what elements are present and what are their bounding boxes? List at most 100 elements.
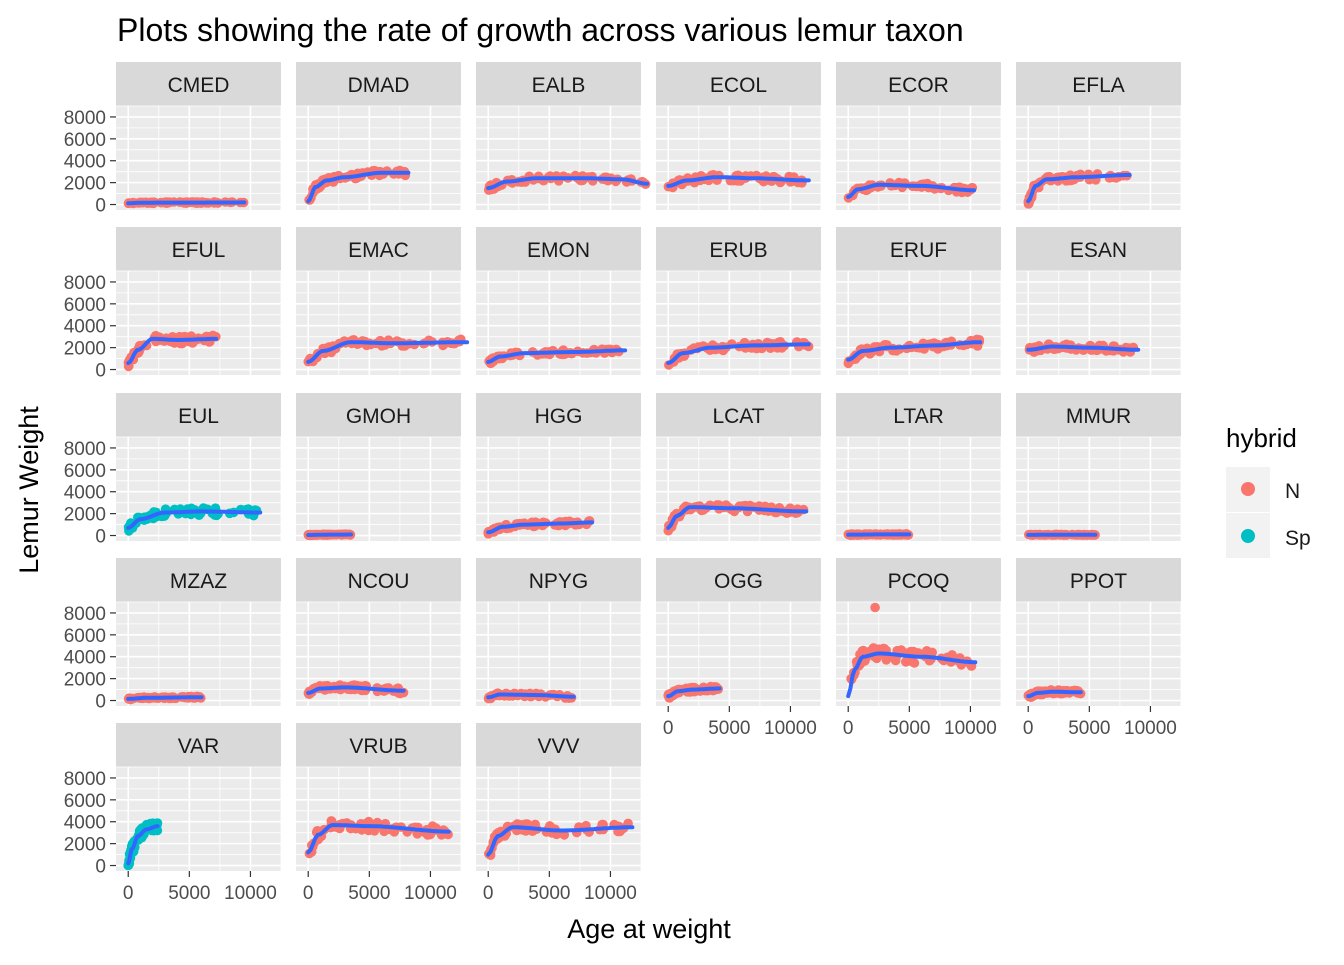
facet-erub: ERUB xyxy=(656,227,821,375)
facet-panel-bg xyxy=(116,767,281,871)
x-tick-label: 5000 xyxy=(1068,718,1110,739)
facet-strip-label: ERUF xyxy=(890,239,947,262)
y-tick-label: 8000 xyxy=(64,769,106,790)
y-tick-label: 8000 xyxy=(64,108,106,129)
x-tick-label: 0 xyxy=(303,883,314,904)
x-tick-label: 10000 xyxy=(224,883,277,904)
facet-vrub: VRUB 0 5000 10000 xyxy=(296,723,461,904)
y-tick-label: 2000 xyxy=(64,174,106,195)
facet-strip-label: EFLA xyxy=(1072,74,1125,97)
facet-panel-bg xyxy=(296,437,461,541)
facet-emac: EMAC xyxy=(296,227,467,375)
facet-panel-bg xyxy=(1016,437,1181,541)
y-tick-label: 8000 xyxy=(64,439,106,460)
facet-panel-bg xyxy=(476,106,641,210)
legend-label-n: N xyxy=(1285,480,1300,503)
facet-strip-label: PPOT xyxy=(1070,570,1127,593)
facet-emon: EMON xyxy=(476,227,641,375)
facet-strip-label: NCOU xyxy=(348,570,410,593)
facet-strip-label: ECOR xyxy=(888,74,949,97)
facet-ecol: ECOL xyxy=(656,62,821,210)
facet-strip-label: LCAT xyxy=(712,405,764,428)
x-tick-label: 5000 xyxy=(168,883,210,904)
legend-label-sp: Sp xyxy=(1285,527,1311,550)
data-point xyxy=(859,646,869,656)
facet-ealb: EALB xyxy=(476,62,650,210)
y-tick-label: 0 xyxy=(95,361,106,382)
chart-title: Plots showing the rate of growth across … xyxy=(117,12,964,48)
facet-panel-bg xyxy=(116,271,281,375)
facet-ncou: NCOU xyxy=(296,558,461,706)
facet-ltar: LTAR xyxy=(836,393,1001,541)
y-tick-label: 4000 xyxy=(64,648,106,669)
y-tick-label: 0 xyxy=(95,527,106,548)
y-tick-label: 6000 xyxy=(64,791,106,812)
y-tick-label: 2000 xyxy=(64,835,106,856)
x-tick-label: 0 xyxy=(663,718,674,739)
x-tick-label: 10000 xyxy=(404,883,457,904)
y-tick-label: 6000 xyxy=(64,130,106,151)
smooth-line xyxy=(128,697,201,699)
facet-strip-label: NPYG xyxy=(529,570,589,593)
y-tick-label: 4000 xyxy=(64,152,106,173)
x-tick-label: 5000 xyxy=(708,718,750,739)
facet-strip-label: DMAD xyxy=(348,74,410,97)
x-axis-label: Age at weight xyxy=(567,914,731,944)
facet-eruf: ERUF xyxy=(836,227,1001,375)
facet-gmoh: GMOH xyxy=(296,393,461,541)
facet-strip-label: EUL xyxy=(178,405,219,428)
facet-dmad: DMAD xyxy=(296,62,461,210)
x-tick-label: 5000 xyxy=(888,718,930,739)
facet-panel-bg xyxy=(656,106,821,210)
y-axis-label: Lemur Weight xyxy=(14,406,44,574)
y-tick-label: 0 xyxy=(95,692,106,713)
facet-strip-label: LTAR xyxy=(893,405,944,428)
facet-strip-label: ERUB xyxy=(709,239,767,262)
y-tick-label: 0 xyxy=(95,196,106,217)
x-tick-label: 0 xyxy=(1023,718,1034,739)
facet-panel-bg xyxy=(116,602,281,706)
facet-strip-label: EALB xyxy=(532,74,586,97)
legend-title: hybrid xyxy=(1226,423,1297,453)
x-tick-label: 10000 xyxy=(1124,718,1177,739)
facet-strip-label: ESAN xyxy=(1070,239,1127,262)
facet-strip-label: ECOL xyxy=(710,74,767,97)
facet-panel-bg xyxy=(116,106,281,210)
y-tick-label: 0 xyxy=(95,857,106,878)
facet-strip-label: GMOH xyxy=(346,405,411,428)
facet-mmur: MMUR xyxy=(1016,393,1181,541)
legend-key-n xyxy=(1241,482,1255,496)
facet-strip-label: OGG xyxy=(714,570,763,593)
y-tick-label: 4000 xyxy=(64,813,106,834)
x-tick-label: 5000 xyxy=(348,883,390,904)
x-tick-label: 0 xyxy=(483,883,494,904)
facet-strip-label: EMAC xyxy=(348,239,409,262)
facet-panel-bg xyxy=(116,437,281,541)
x-tick-label: 0 xyxy=(843,718,854,739)
facet-strip-label: MZAZ xyxy=(170,570,227,593)
x-tick-label: 0 xyxy=(123,883,134,904)
facet-strip-label: PCOQ xyxy=(888,570,950,593)
facet-strip-label: MMUR xyxy=(1066,405,1131,428)
y-tick-label: 6000 xyxy=(64,295,106,316)
facet-strip-label: EFUL xyxy=(172,239,226,262)
y-tick-label: 2000 xyxy=(64,505,106,526)
facet-efla: EFLA xyxy=(1016,62,1181,210)
data-point xyxy=(870,603,880,613)
legend-key-sp xyxy=(1241,529,1255,543)
facet-strip-label: VRUB xyxy=(349,735,407,758)
